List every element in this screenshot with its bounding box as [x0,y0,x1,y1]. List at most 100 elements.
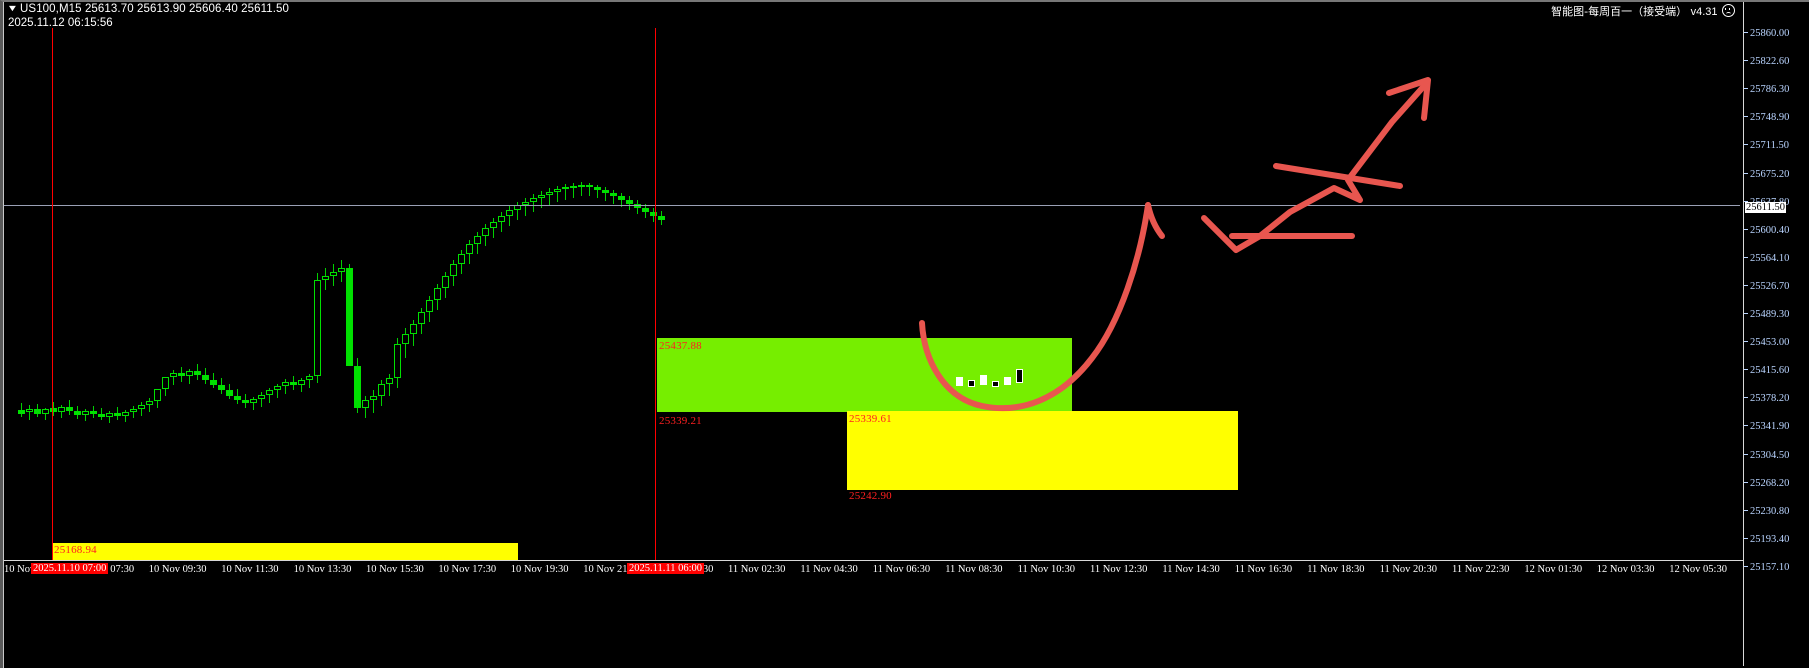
candle-wick [269,388,270,403]
supply-zone-green [657,338,1072,412]
candle-wick [133,406,134,418]
candle-body [130,409,137,412]
candle-body [426,300,433,312]
time-tick: 10 Nov 11:30 [221,564,279,575]
yellow-zone-top-label: 25339.61 [849,413,892,425]
candle-body [410,324,417,334]
price-tick: 25564.10 [1744,253,1789,264]
chart-datetime: 2025.11.12 06:15:56 [8,17,113,29]
candle-body [114,413,121,416]
price-tick: 25157.10 [1744,562,1789,573]
candle-wick [173,370,174,385]
price-tick: 25489.30 [1744,309,1789,320]
candle-body [562,187,569,189]
candle-body [122,412,129,416]
candle-wick [149,398,150,412]
candle-wick [285,379,286,394]
candle-wick [613,190,614,204]
candle-wick [509,206,510,226]
candle-wick [45,408,46,420]
price-tick: 25526.70 [1744,281,1789,292]
candle-body [362,400,369,408]
price-axis[interactable]: 25860.00 25822.60 25786.30 25748.90 25711.50… [1743,2,1809,666]
time-tick: 10 Nov 19:30 [510,564,569,575]
candle-body [354,366,361,408]
yellow-zone-bottom-label: 25242.90 [849,490,892,502]
candle-body [210,380,217,385]
candle-wick [589,183,590,196]
price-crosshair-line [4,205,1740,206]
candle-body [202,375,209,380]
candle-body [186,371,193,376]
price-tick: 25675.20 [1744,169,1789,180]
candle-body [474,236,481,244]
candle-wick [125,410,126,422]
candle-body [626,200,633,204]
candle-body [386,378,393,384]
candle-body [1016,369,1023,383]
candle-body [522,202,529,205]
candle-wick [541,191,542,208]
price-tick: 25268.20 [1744,478,1789,489]
candle-body [530,198,537,202]
candle-wick [557,186,558,202]
candle-body [658,216,665,220]
candle-body [42,409,49,414]
candle-wick [157,394,158,408]
candle-body [346,268,353,366]
candle-body [66,407,73,411]
chart-plot-area[interactable]: 25437.88 25339.21 25339.61 25242.90 2516… [4,28,1740,560]
candle-body [82,411,89,415]
candle-body [434,288,441,300]
time-tick: 10 Nov 21:30 [583,564,641,575]
candle-body [370,396,377,400]
price-tick: 25822.60 [1744,56,1789,67]
candle-body [458,254,465,264]
time-tick: 11 Nov 06:30 [872,564,931,575]
lower-zone-label: 25168.94 [54,544,97,556]
candle-body [90,411,97,414]
candle-body [154,389,161,401]
time-tick: 11 Nov 08:30 [945,564,1003,575]
green-zone-bottom-label: 25339.21 [659,415,702,427]
candle-body [650,212,657,216]
time-axis-date-tag: 2025.11.11 06:00 [627,563,705,574]
candle-wick [517,202,518,220]
candle-body [418,312,425,324]
candle-wick [493,218,494,238]
candle-wick [573,183,574,198]
time-tick: 11 Nov 22:30 [1452,564,1510,575]
price-tick: 25748.90 [1744,112,1789,123]
price-tick: 25230.80 [1744,506,1789,517]
chevron-down-icon[interactable]: ▼ [6,3,19,13]
symbol-header[interactable]: ▼ US100,M15 25613.70 25613.90 25606.40 25… [6,3,289,15]
lower-zone-yellow [52,543,518,560]
candle-body [58,407,65,412]
candle-wick [549,188,550,205]
candle-body [618,196,625,200]
period-separator-line-2 [655,28,656,560]
candle-body [162,377,169,389]
time-tick: 12 Nov 01:30 [1524,564,1583,575]
candle-body [250,399,257,403]
candle-wick [581,182,582,196]
candle-body [218,385,225,390]
demand-zone-yellow [847,411,1238,490]
candle-body [394,344,401,378]
candle-body [338,268,345,272]
candle-body [506,210,513,216]
candle-wick [141,402,142,416]
candle-wick [389,374,390,396]
time-tick: 10 Nov 13:30 [293,564,352,575]
candle-body [146,401,153,405]
candle-body [234,396,241,400]
candle-body [450,264,457,276]
candle-body [18,410,25,414]
candle-wick [109,411,110,423]
candle-wick [189,369,190,384]
time-tick: 11 Nov 12:30 [1090,564,1148,575]
sad-face-icon[interactable] [1722,4,1735,17]
candle-body [554,189,561,192]
time-tick: 11 Nov 18:30 [1307,564,1365,575]
